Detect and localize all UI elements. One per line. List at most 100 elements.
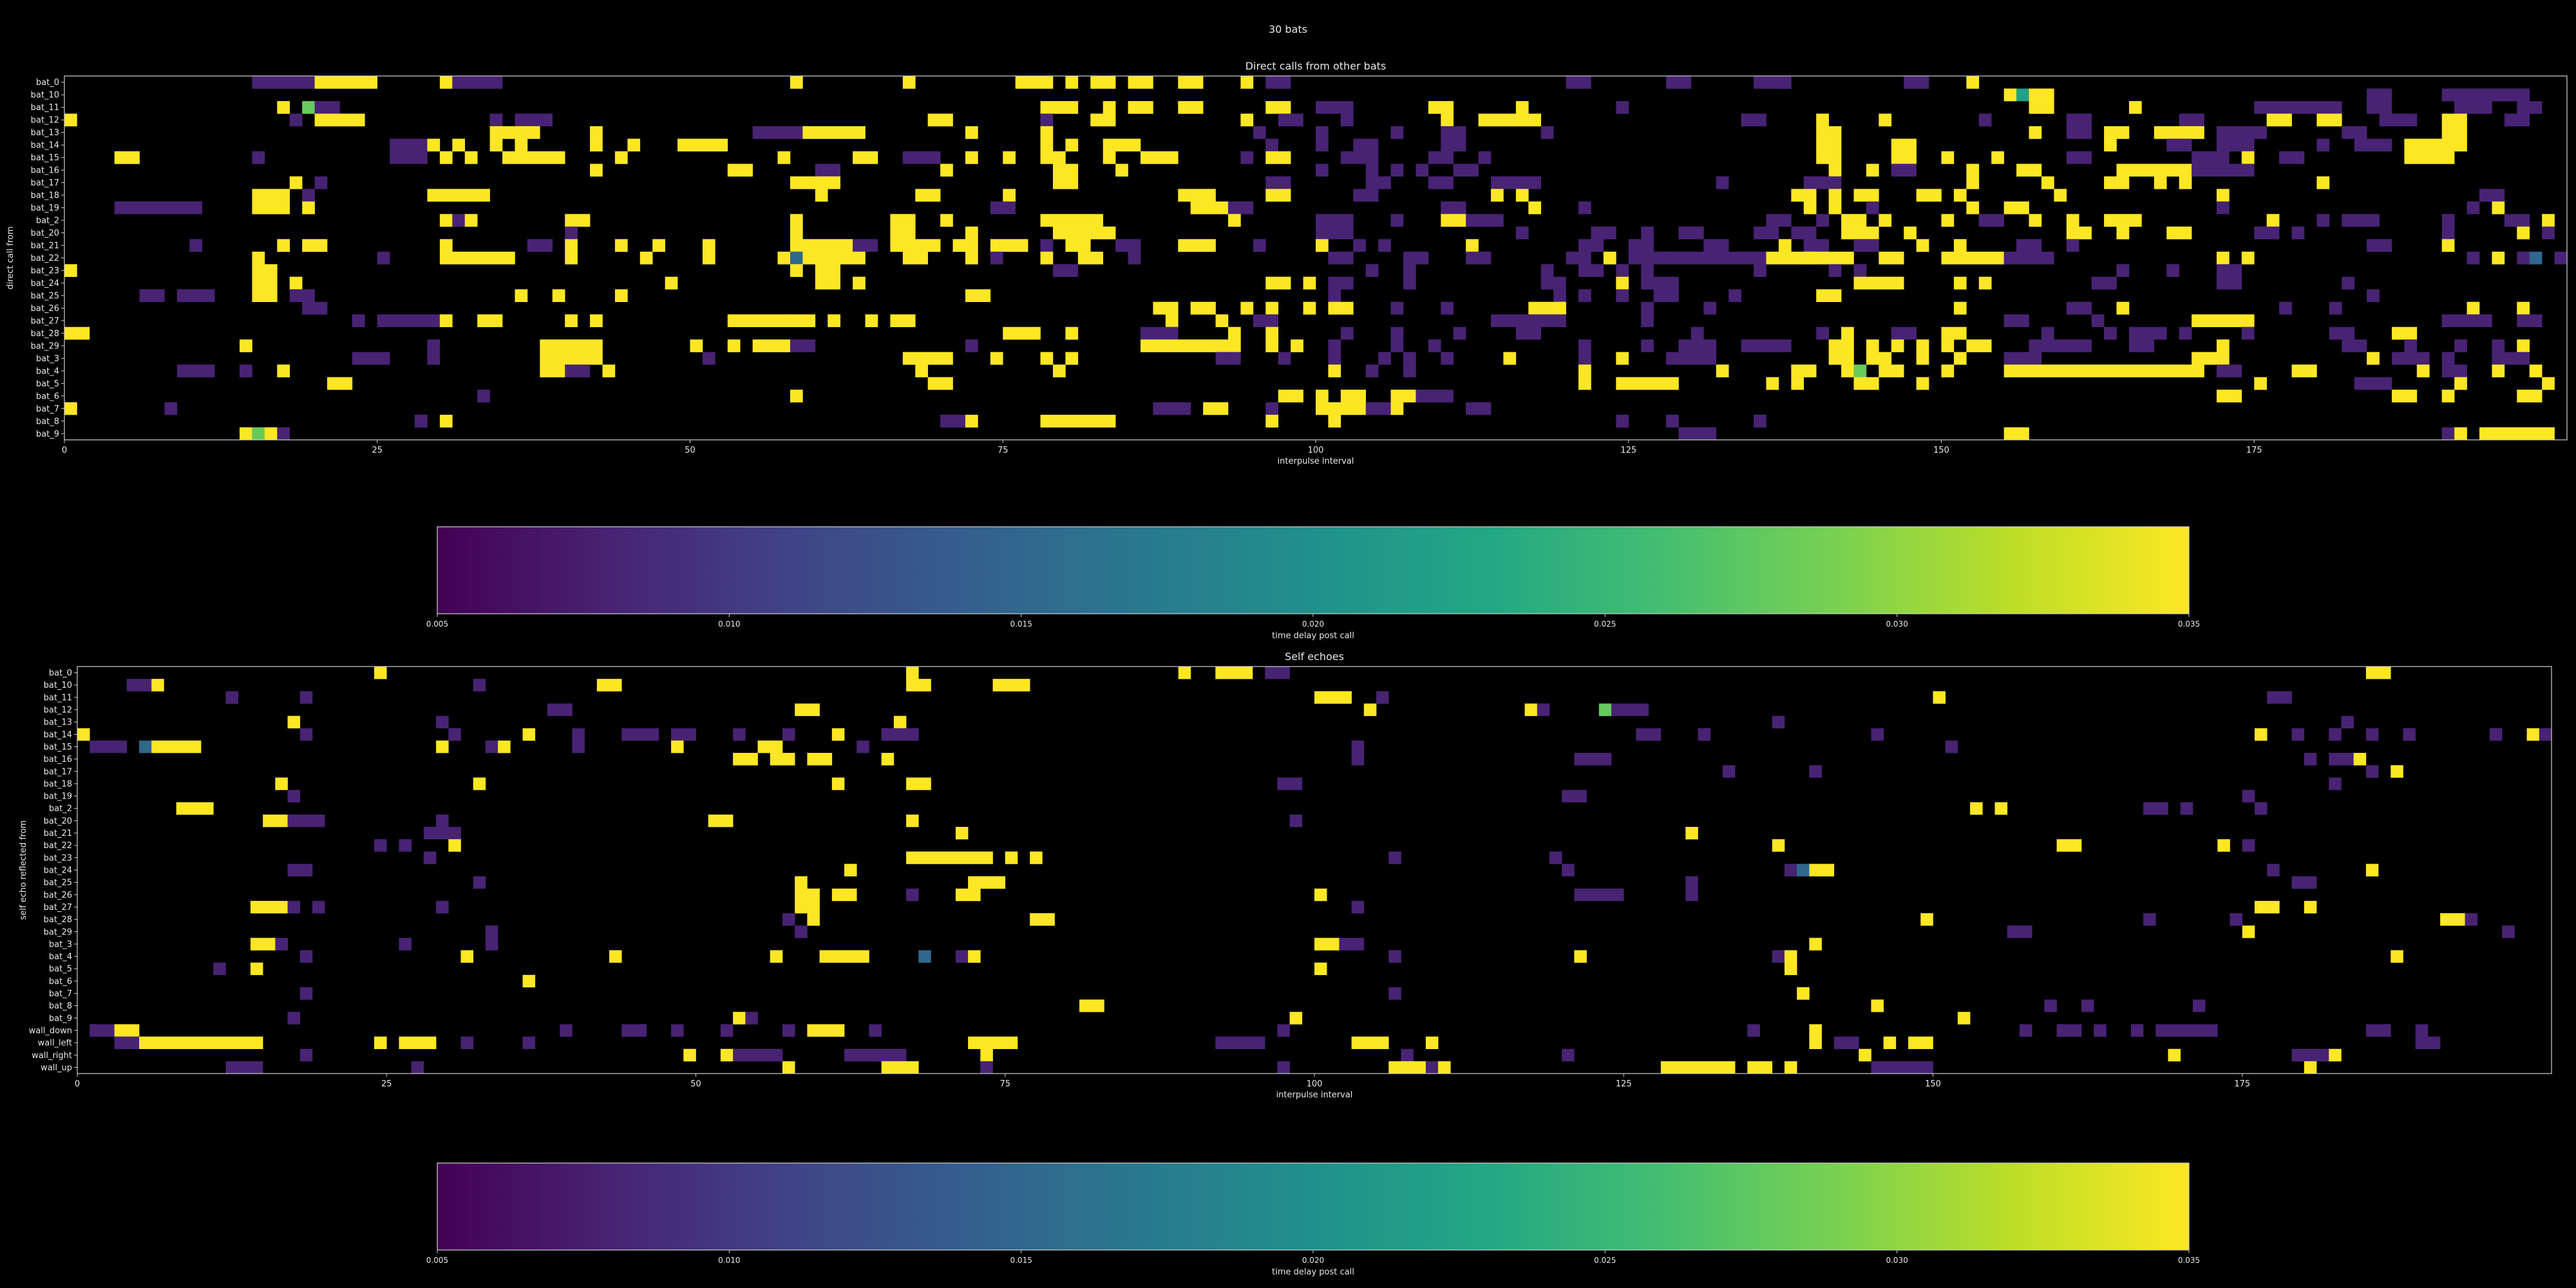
heatmap-cell: [590, 138, 603, 152]
heatmap-cell: [1772, 715, 1785, 729]
heatmap-cell: [1784, 950, 1797, 963]
heatmap-cell: [114, 1036, 140, 1049]
heatmap-cell: [2041, 176, 2054, 189]
heatmap-cell: [1828, 164, 1842, 177]
heatmap-cell: [1416, 164, 1429, 177]
heatmap-cell: [1203, 402, 1229, 415]
heatmap-cell: [299, 1048, 313, 1062]
heatmap-cell: [1316, 390, 1329, 402]
heatmap-cell: [1314, 888, 1327, 902]
heatmap-cell: [831, 888, 857, 902]
heatmap-cell: [151, 679, 164, 692]
heatmap-cell: [2216, 264, 2242, 278]
heatmap-cell: [665, 276, 678, 290]
heatmap-cell: [819, 950, 869, 963]
heatmap-cell: [1879, 365, 1904, 377]
heatmap-cell: [250, 900, 288, 914]
heatmap-cell: [2079, 365, 2142, 377]
heatmap-cell: [1879, 214, 1892, 227]
heatmap-cell: [2441, 113, 2467, 127]
y-tick-label: bat_17: [31, 178, 59, 188]
heatmap-cell: [702, 251, 715, 265]
heatmap-cell: [289, 289, 315, 302]
heatmap-cell: [1616, 100, 1629, 114]
heatmap-cell: [2479, 427, 2555, 440]
heatmap-cell: [1316, 126, 1329, 139]
y-tick-label: bat_11: [31, 103, 59, 113]
y-tick-label: wall_down: [29, 1026, 72, 1036]
heatmap-cell: [1891, 339, 1904, 352]
heatmap-cell: [1328, 301, 1354, 315]
heatmap-cell: [2279, 151, 2305, 164]
heatmap-cell: [2291, 876, 2317, 889]
heatmap-cell: [1772, 950, 1785, 963]
y-tick-label: bat_6: [49, 977, 72, 987]
heatmap-cell: [727, 164, 753, 177]
heatmap-cell: [2216, 276, 2242, 290]
heatmap-cell: [1253, 239, 1266, 252]
heatmap-cell: [2091, 314, 2105, 327]
y-tick-label: bat_28: [44, 915, 72, 925]
heatmap-cell: [1515, 327, 1542, 340]
heatmap-cell: [853, 276, 866, 290]
y-tick-label: wall_left: [38, 1039, 72, 1048]
heatmap-cell: [565, 365, 591, 377]
heatmap-cell: [2504, 214, 2530, 227]
heatmap-cell: [1265, 276, 1291, 290]
heatmap-cell: [614, 239, 628, 252]
heatmap-cell: [102, 740, 128, 753]
heatmap-cell: [955, 826, 969, 840]
heatmap-cell: [485, 938, 498, 951]
heatmap-cell: [1328, 352, 1341, 365]
heatmap-cell: [2056, 1024, 2082, 1037]
x-tick-label: 25: [381, 1079, 392, 1089]
y-tick-label: bat_9: [36, 430, 59, 439]
heatmap-cell: [965, 151, 978, 164]
heatmap-cell: [275, 777, 288, 790]
heatmap-cell: [1853, 276, 1904, 290]
heatmap-cell: [890, 214, 916, 227]
heatmap-cell: [252, 76, 290, 89]
heatmap-cell: [2066, 151, 2092, 164]
y-tick-label: bat_28: [31, 329, 59, 339]
x-tick-label: 50: [690, 1079, 701, 1089]
heatmap-cell: [2454, 377, 2467, 390]
heatmap-cell: [399, 839, 412, 852]
heatmap-cell: [473, 679, 486, 692]
heatmap-cell: [1891, 164, 1917, 177]
heatmap-cell: [790, 76, 803, 89]
heatmap-cell: [1690, 327, 1704, 340]
heatmap-cell: [411, 1061, 424, 1074]
heatmap-cell: [807, 1024, 845, 1037]
heatmap-cell: [427, 352, 440, 365]
heatmap-cell: [968, 950, 981, 963]
heatmap-cell: [1227, 327, 1241, 340]
heatmap-cell: [1265, 151, 1291, 164]
heatmap-cell: [965, 251, 978, 265]
heatmap-cell: [955, 950, 969, 963]
heatmap-cell: [1401, 1048, 1414, 1062]
heatmap-cell: [2365, 1024, 2391, 1037]
heatmap-cell: [2367, 239, 2392, 252]
y-tick-label: bat_14: [31, 141, 59, 151]
heatmap-cell: [1778, 76, 1792, 89]
heatmap-cell: [176, 802, 214, 815]
heatmap-cell: [1115, 239, 1141, 252]
heatmap-cell: [287, 864, 313, 876]
heatmap-cell: [1540, 126, 1554, 139]
heatmap-cell: [2166, 138, 2192, 152]
heatmap-cell: [1766, 251, 1829, 265]
heatmap-cell: [1941, 365, 1955, 377]
heatmap-cell: [1403, 365, 1416, 377]
heatmap-cell: [352, 352, 390, 365]
heatmap-cell: [1403, 251, 1429, 265]
heatmap-cell: [2502, 925, 2515, 938]
heatmap-cell: [865, 314, 878, 327]
y-tick-label: bat_0: [36, 78, 59, 88]
heatmap-cell: [2003, 427, 2029, 440]
heatmap-cell: [2316, 113, 2342, 127]
heatmap-cell: [2179, 327, 2192, 340]
heatmap-cell: [1728, 289, 1741, 302]
y-tick-label: bat_17: [44, 767, 72, 777]
heatmap-cell: [1616, 264, 1629, 278]
